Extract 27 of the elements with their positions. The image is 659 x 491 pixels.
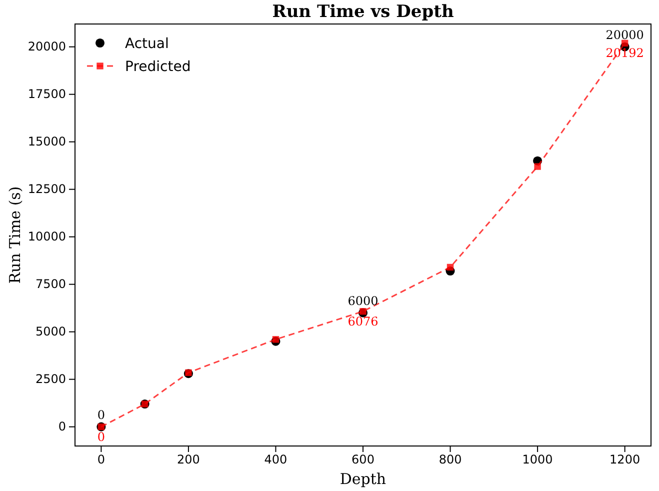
- x-tick-label: 400: [264, 452, 288, 467]
- y-tick-label: 2500: [35, 372, 66, 386]
- y-tick-label: 20000: [28, 40, 66, 54]
- y-axis-title: Run Time (s): [6, 186, 24, 284]
- x-axis-title: Depth: [340, 470, 386, 488]
- y-tick-label: 12500: [28, 182, 66, 196]
- data-label: 6076: [348, 314, 378, 328]
- y-tick-label: 5000: [35, 324, 66, 339]
- y-tick-label: 17500: [28, 87, 66, 102]
- y-tick-label: 10000: [28, 230, 66, 244]
- x-tick-label: 200: [177, 452, 200, 467]
- x-tick-label: 800: [438, 452, 462, 467]
- data-label: 6000: [348, 294, 378, 308]
- x-tick-label: 1200: [610, 452, 640, 467]
- data-label: 20192: [606, 46, 644, 60]
- x-tick-label: 0: [97, 452, 105, 467]
- data-label: 20000: [606, 28, 644, 42]
- x-tick-label: 1000: [522, 452, 553, 467]
- data-label: 0: [97, 430, 105, 444]
- chart-title: Run Time vs Depth: [272, 2, 454, 22]
- legend-label: Actual: [125, 36, 169, 52]
- legend-label: Predicted: [125, 59, 191, 75]
- data-label: 0: [97, 408, 105, 422]
- y-tick-label: 0: [58, 420, 66, 434]
- x-tick-label: 600: [352, 452, 374, 467]
- y-tick-label: 15000: [28, 134, 66, 149]
- y-tick-label: 7500: [35, 277, 66, 292]
